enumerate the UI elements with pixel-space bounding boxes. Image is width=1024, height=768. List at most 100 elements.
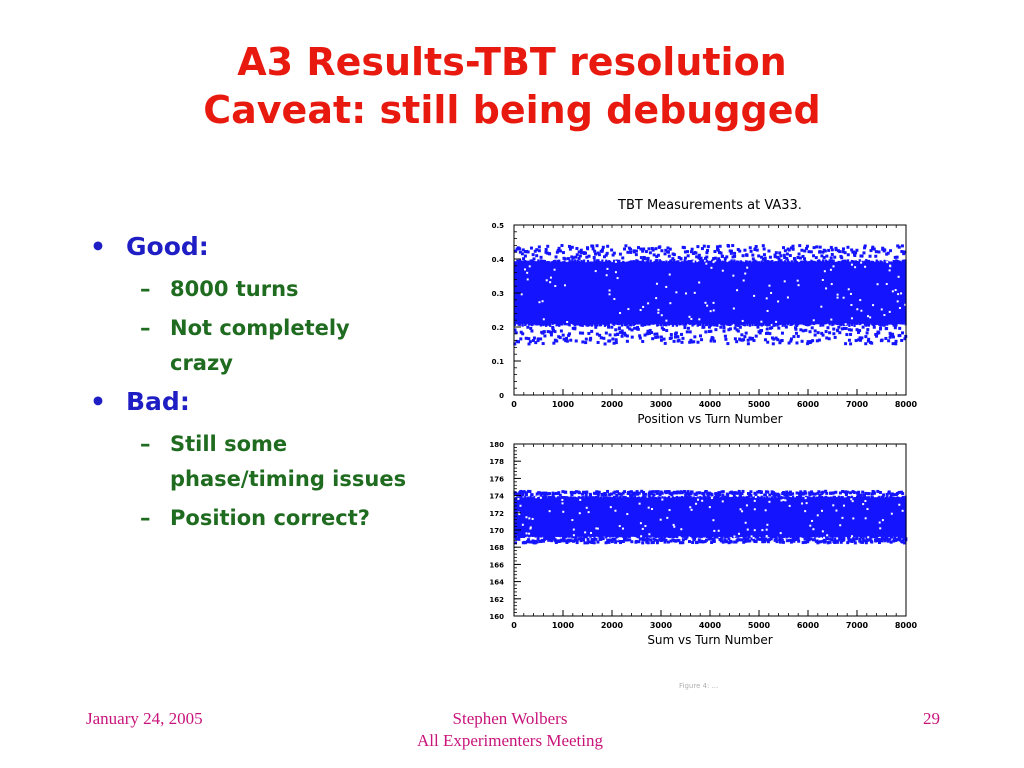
scatter-point bbox=[702, 325, 706, 329]
scatter-point bbox=[765, 327, 769, 331]
point-column bbox=[866, 496, 869, 538]
point-column bbox=[695, 497, 698, 538]
point-column bbox=[657, 496, 660, 539]
scatter-point bbox=[863, 244, 867, 248]
scatter-point bbox=[654, 335, 658, 339]
position-chart-svg: TBT Measurements at VA33.0 1000 2000 3000 40… bbox=[492, 198, 918, 426]
point-column bbox=[609, 496, 612, 538]
scatter-point bbox=[723, 334, 727, 338]
scatter-gap bbox=[526, 278, 529, 281]
scatter-gap bbox=[738, 532, 741, 535]
point-column bbox=[768, 497, 771, 538]
point-column bbox=[836, 497, 839, 538]
scatter-point bbox=[651, 248, 655, 252]
point-column bbox=[687, 496, 690, 537]
point-column bbox=[581, 260, 584, 327]
point-column bbox=[526, 260, 530, 324]
scatter-point bbox=[791, 247, 795, 251]
scatter-point bbox=[724, 540, 728, 544]
y-tick-label: 164 bbox=[489, 579, 504, 587]
point-column bbox=[812, 496, 816, 537]
point-column bbox=[528, 261, 531, 326]
scatter-point bbox=[902, 541, 906, 545]
scatter-gap bbox=[661, 498, 664, 501]
scatter-point bbox=[567, 333, 571, 337]
scatter-gap bbox=[531, 517, 534, 520]
scatter-point bbox=[707, 491, 711, 495]
scatter-gap bbox=[812, 319, 815, 322]
point-column bbox=[852, 260, 855, 325]
scatter-point bbox=[891, 342, 895, 346]
scatter-point bbox=[550, 539, 554, 543]
point-column bbox=[658, 496, 661, 538]
bullet-glyph: • bbox=[90, 232, 106, 261]
point-column bbox=[614, 496, 617, 538]
scatter-gap bbox=[721, 269, 724, 272]
scatter-point bbox=[616, 490, 620, 494]
scatter-point bbox=[840, 327, 844, 331]
scatter-point bbox=[760, 329, 764, 333]
scatter-point bbox=[644, 250, 648, 254]
scatter-point bbox=[785, 256, 789, 260]
point-column bbox=[824, 259, 827, 325]
point-column bbox=[569, 496, 573, 537]
scatter-point bbox=[861, 490, 865, 494]
scatter-point bbox=[621, 491, 625, 495]
point-column bbox=[767, 260, 770, 327]
scatter-point bbox=[696, 245, 700, 249]
scatter-point bbox=[901, 331, 905, 335]
scatter-gap bbox=[816, 514, 819, 517]
point-column bbox=[589, 261, 592, 326]
scatter-point bbox=[558, 249, 562, 253]
scatter-point bbox=[699, 256, 703, 260]
scatter-point bbox=[685, 491, 689, 495]
scatter-point bbox=[889, 249, 893, 253]
scatter-point bbox=[614, 338, 618, 342]
point-column bbox=[542, 259, 545, 327]
scatter-point bbox=[558, 493, 562, 497]
scatter-gap bbox=[529, 526, 532, 529]
point-column bbox=[777, 260, 780, 326]
scatter-point bbox=[844, 493, 848, 497]
scatter-point bbox=[834, 490, 838, 494]
point-column bbox=[747, 495, 750, 539]
scatter-point bbox=[666, 250, 670, 254]
point-column bbox=[845, 260, 848, 326]
scatter-point bbox=[832, 491, 836, 495]
point-column bbox=[635, 497, 638, 538]
scatter-point bbox=[663, 252, 667, 256]
point-column bbox=[731, 496, 735, 539]
scatter-gap bbox=[750, 535, 753, 538]
scatter-point bbox=[885, 326, 889, 330]
scatter-point bbox=[543, 537, 547, 541]
scatter-point bbox=[770, 326, 774, 330]
x-tick-label: 6000 bbox=[797, 621, 820, 630]
point-column bbox=[824, 495, 827, 539]
x-tick-label: 5000 bbox=[748, 621, 771, 630]
point-column bbox=[705, 497, 709, 539]
scatter-point bbox=[792, 539, 796, 543]
point-column bbox=[717, 496, 720, 537]
scatter-point bbox=[827, 337, 831, 341]
scatter-point bbox=[563, 490, 567, 494]
scatter-point bbox=[706, 493, 710, 497]
point-column bbox=[618, 259, 621, 326]
scatter-point bbox=[847, 537, 851, 541]
scatter-point bbox=[852, 538, 856, 542]
scatter-point bbox=[717, 491, 721, 495]
point-column bbox=[901, 495, 905, 538]
scatter-gap bbox=[752, 326, 755, 329]
scatter-point bbox=[795, 537, 799, 541]
scatter-point bbox=[785, 539, 789, 543]
scatter-point bbox=[877, 537, 881, 541]
x-tick-label: 1000 bbox=[552, 621, 575, 630]
scatter-point bbox=[518, 247, 522, 251]
scatter-point bbox=[773, 538, 777, 542]
point-column bbox=[870, 260, 873, 325]
scatter-point bbox=[591, 244, 595, 248]
scatter-point bbox=[785, 252, 789, 256]
x-tick-label: 3000 bbox=[650, 621, 673, 630]
scatter-point bbox=[866, 328, 870, 332]
scatter-point bbox=[635, 490, 639, 494]
point-column bbox=[854, 260, 857, 325]
